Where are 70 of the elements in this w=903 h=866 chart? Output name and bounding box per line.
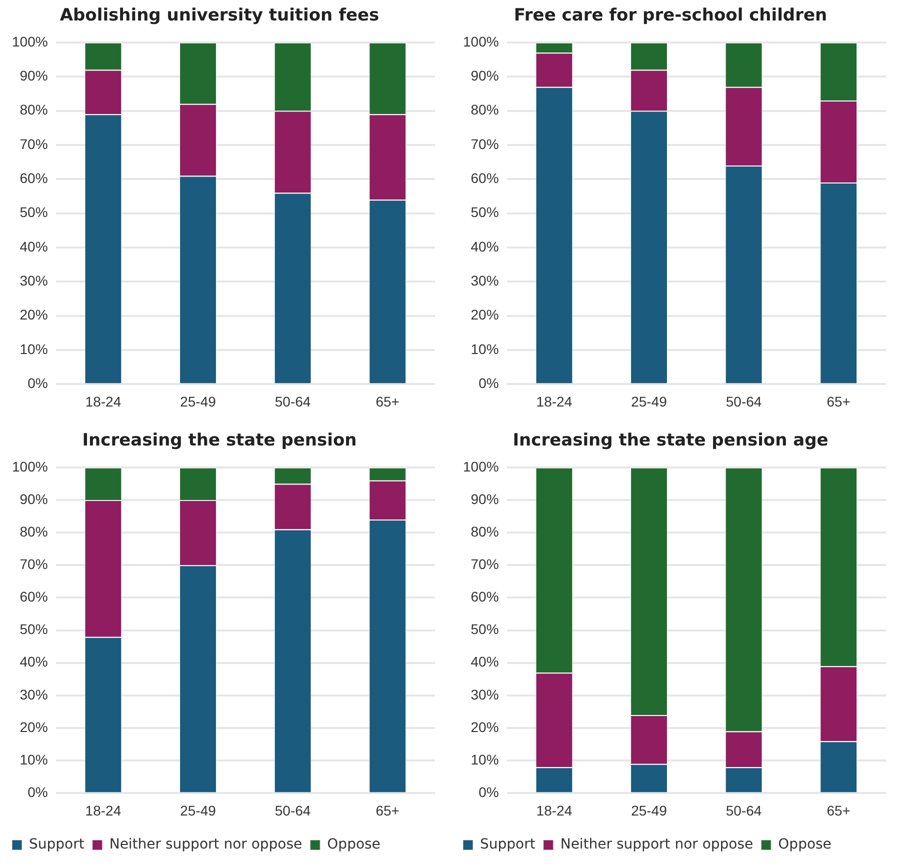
y-tick-label: 20% — [20, 306, 48, 323]
y-tick-label: 40% — [470, 238, 499, 254]
y-tick-label: 0% — [28, 375, 48, 392]
y-tick-label: 30% — [470, 272, 499, 289]
x-tick-label: 25-49 — [180, 802, 216, 818]
x-tick-label: 50-64 — [274, 802, 311, 818]
legend-label: Support — [29, 836, 85, 853]
y-tick-label: 50% — [470, 204, 499, 220]
x-tick-label: 65+ — [376, 393, 400, 410]
legend-label: Support — [480, 836, 536, 853]
y-tick-label: 30% — [470, 686, 499, 702]
x-tick-label: 65+ — [376, 802, 400, 818]
x-tick-label: 25-49 — [180, 393, 216, 410]
x-tick-label: 18-24 — [85, 802, 122, 818]
x-tick-label: 18-24 — [536, 802, 572, 818]
x-tick-label: 18-24 — [536, 393, 572, 410]
y-tick-label: 70% — [470, 556, 499, 572]
x-tick-label: 50-64 — [726, 393, 762, 410]
y-tick-label: 100% — [462, 458, 499, 474]
x-tick-label: 25-49 — [631, 393, 668, 410]
y-tick-label: 0% — [478, 784, 499, 800]
y-tick-label: 100% — [462, 33, 499, 50]
y-tick-label: 50% — [20, 621, 48, 638]
y-tick-label: 40% — [470, 654, 499, 670]
y-tick-label: 40% — [20, 654, 48, 670]
y-tick-label: 90% — [470, 67, 499, 84]
y-tick-label: 90% — [20, 490, 48, 507]
x-tick-label: 25-49 — [631, 802, 668, 818]
legend-label: Neither support nor oppose — [560, 836, 754, 853]
y-tick-label: 60% — [20, 170, 48, 186]
y-tick-label: 0% — [28, 784, 48, 800]
y-tick-label: 70% — [20, 556, 48, 572]
y-tick-label: 40% — [20, 238, 48, 254]
y-tick-label: 60% — [470, 588, 499, 605]
y-tick-label: 80% — [20, 523, 48, 540]
y-tick-label: 50% — [470, 621, 499, 638]
y-tick-label: 80% — [20, 102, 48, 118]
chart-title: Free care for pre-school children — [514, 6, 828, 26]
legend-label: Neither support nor oppose — [109, 836, 302, 853]
y-tick-label: 20% — [470, 718, 499, 735]
x-tick-label: 50-64 — [726, 802, 762, 818]
y-tick-label: 80% — [470, 523, 499, 540]
y-tick-label: 20% — [20, 718, 48, 735]
y-tick-label: 70% — [470, 136, 499, 152]
y-tick-label: 10% — [470, 340, 499, 357]
x-tick-label: 65+ — [826, 393, 850, 410]
y-tick-label: 90% — [20, 67, 48, 84]
y-tick-label: 0% — [478, 375, 499, 392]
y-tick-label: 70% — [20, 136, 48, 152]
y-tick-label: 60% — [20, 588, 48, 605]
y-tick-label: 50% — [20, 204, 48, 220]
y-tick-label: 20% — [470, 306, 499, 323]
chart-title: Increasing the state pension — [82, 430, 357, 451]
x-tick-label: 65+ — [826, 802, 850, 818]
y-tick-label: 100% — [12, 33, 48, 50]
y-tick-label: 100% — [12, 458, 48, 474]
y-tick-label: 60% — [470, 170, 499, 186]
y-tick-label: 10% — [20, 751, 48, 768]
x-tick-label: 18-24 — [85, 393, 122, 410]
y-tick-label: 30% — [20, 686, 48, 702]
y-tick-label: 10% — [20, 340, 48, 357]
chart-title: Increasing the state pension age — [512, 430, 828, 451]
y-tick-label: 10% — [470, 751, 499, 768]
y-tick-label: 80% — [470, 102, 499, 118]
x-tick-label: 50-64 — [274, 393, 311, 410]
y-tick-label: 90% — [470, 490, 499, 507]
chart-title: Abolishing university tuition fees — [60, 6, 380, 26]
legend-label: Oppose — [327, 836, 380, 853]
y-tick-label: 30% — [20, 272, 48, 289]
legend-label: Oppose — [778, 836, 832, 853]
